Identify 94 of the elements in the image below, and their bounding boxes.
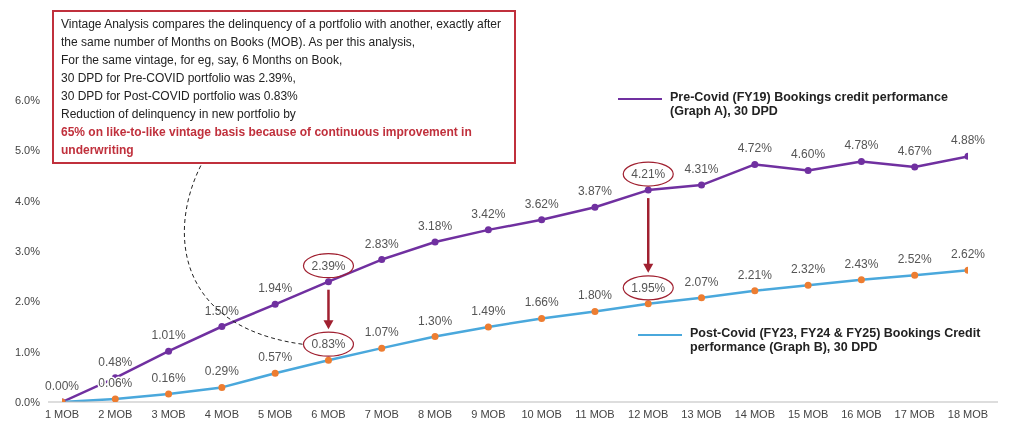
data-label: 2.32% (791, 262, 826, 277)
point (698, 181, 706, 189)
point (271, 369, 279, 377)
x-tick-label: 7 MOB (364, 407, 399, 420)
data-label: 2.39% (311, 258, 346, 273)
x-tick-label: 3 MOB (151, 407, 186, 420)
point (857, 276, 865, 284)
y-tick-label: 2.0% (14, 295, 41, 308)
data-label: 2.83% (364, 236, 400, 251)
data-label: 2.43% (844, 256, 879, 271)
y-tick-label: 5.0% (14, 144, 41, 157)
data-label: 4.88% (950, 133, 986, 148)
data-label: 1.07% (364, 325, 400, 340)
y-tick-label: 3.0% (14, 244, 41, 257)
data-label: 0.83% (311, 337, 346, 352)
point (751, 160, 759, 168)
data-label: 1.50% (204, 303, 240, 318)
data-label: 4.72% (737, 141, 773, 156)
x-tick-label: 6 MOB (311, 407, 346, 420)
x-tick-label: 15 MOB (787, 407, 829, 420)
point (484, 323, 492, 331)
annotation: 65% on like-to-like vintage basis because of continuous improvement in underwriting (61, 124, 473, 159)
x-tick-label: 17 MOB (894, 407, 935, 420)
data-label: 1.80% (577, 288, 613, 303)
legend-label: Post-Covid (FY23, FY24 & FY25) Bookings Credit performance (Graph B), 30 DPD (690, 326, 982, 354)
x-tick-label: 14 MOB (734, 407, 775, 420)
point (804, 166, 812, 174)
annotation: Vintage Analysis compares the delinquency of a portfolio with another, exactly after the same number of Months on Books (MOB). As per this analysis, For the same vintage, for eg, say, 6 Months on Book, 30 DPD for Pre-COVID portfolio was 2.39%, 30 DPD for Post-COVID portfolio was 0.83% Reduction of delinquency in new portfolio by (61, 16, 503, 123)
point (698, 294, 706, 302)
x-tick-label: 2 MOB (98, 407, 133, 420)
data-label: 2.52% (897, 252, 933, 267)
data-label: 4.31% (684, 162, 719, 177)
point (324, 278, 332, 286)
point (324, 356, 332, 364)
x-tick-label: 18 MOB (947, 407, 989, 420)
x-tick-label: 8 MOB (417, 407, 453, 420)
data-label: 4.60% (791, 147, 826, 162)
data-label: 2.07% (684, 274, 719, 289)
data-label: 3.87% (577, 184, 613, 199)
point (165, 390, 173, 398)
x-tick-label: 16 MOB (841, 407, 882, 420)
point (165, 347, 173, 355)
data-label: 3.42% (471, 206, 506, 221)
data-label: 4.78% (844, 138, 879, 153)
point (644, 300, 652, 308)
data-label: 0.16% (151, 370, 186, 385)
data-label: 3.62% (524, 196, 559, 211)
data-label: 1.30% (418, 313, 453, 328)
point (431, 333, 439, 341)
data-label: 4.21% (631, 167, 666, 182)
x-tick-label: 11 MOB (575, 407, 615, 420)
point (857, 157, 865, 165)
data-label: 0.00% (44, 379, 80, 393)
data-label: 2.21% (737, 267, 773, 282)
point (378, 256, 386, 264)
data-label: 0.29% (204, 364, 240, 379)
data-label: 1.95% (631, 280, 666, 295)
data-label: 1.01% (151, 328, 186, 343)
point (218, 383, 226, 391)
data-label: 0.57% (258, 350, 293, 365)
point (911, 271, 919, 279)
data-label: 4.67% (897, 143, 933, 158)
point (538, 314, 546, 322)
data-label: 1.94% (258, 281, 293, 296)
point (431, 238, 439, 246)
point (218, 323, 226, 330)
point (751, 287, 759, 295)
data-label: 2.62% (950, 247, 986, 262)
point (378, 344, 386, 352)
data-label: 3.18% (418, 218, 453, 233)
point (644, 186, 652, 194)
point (911, 163, 919, 171)
y-tick-label: 0.0% (14, 395, 41, 408)
legend-label: Pre-Covid (FY19) Bookings credit performance (Graph A), 30 DPD (670, 90, 949, 118)
y-tick-label: 6.0% (14, 93, 41, 106)
point (591, 203, 599, 211)
point (271, 300, 279, 308)
point (111, 395, 119, 402)
x-tick-label: 5 MOB (258, 407, 293, 420)
data-label: 1.66% (524, 295, 559, 310)
x-tick-label: 9 MOB (471, 407, 506, 420)
x-tick-label: 10 MOB (521, 407, 562, 420)
data-label: 1.49% (471, 304, 506, 318)
data-label: 0.48% (98, 354, 133, 369)
y-tick-label: 4.0% (14, 194, 41, 207)
x-tick-label: 4 MOB (204, 407, 239, 420)
point (804, 281, 812, 289)
point (484, 226, 492, 234)
x-tick-label: 1 MOB (44, 407, 80, 420)
x-tick-label: 13 MOB (681, 407, 722, 420)
x-tick-label: 12 MOB (628, 407, 669, 420)
y-tick-label: 1.0% (14, 345, 41, 358)
point (591, 307, 599, 315)
point (538, 216, 546, 224)
